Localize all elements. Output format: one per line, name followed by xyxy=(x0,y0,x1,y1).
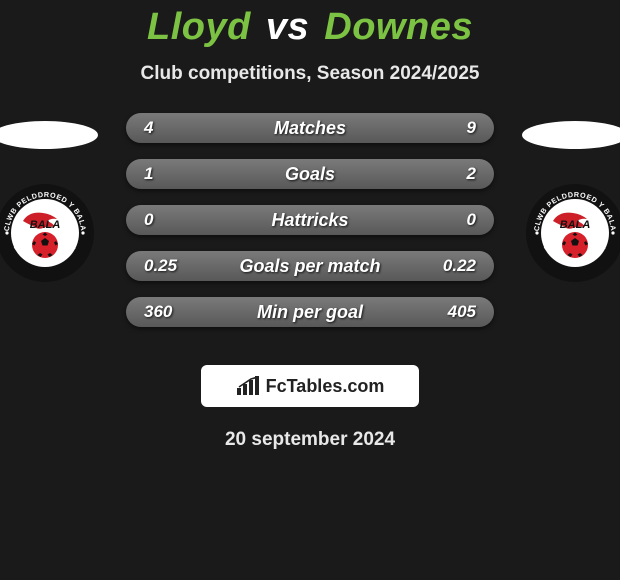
stat-row-goals: 1 Goals 2 xyxy=(126,159,494,189)
vs-label: vs xyxy=(266,6,309,48)
stat-row-min-per-goal: 360 Min per goal 405 xyxy=(126,297,494,327)
stat-left-value: 1 xyxy=(144,164,188,184)
stat-left-value: 4 xyxy=(144,118,188,138)
stat-left-value: 360 xyxy=(144,302,188,322)
competition-subtitle: Club competitions, Season 2024/2025 xyxy=(0,63,620,85)
stat-label: Goals xyxy=(285,164,335,185)
player-photo-placeholder-right xyxy=(522,121,620,149)
stat-right-value: 405 xyxy=(432,302,476,322)
bars-icon xyxy=(236,376,260,396)
stat-row-hattricks: 0 Hattricks 0 xyxy=(126,205,494,235)
badge-center-label: BALA xyxy=(560,219,591,231)
stat-right-value: 2 xyxy=(432,164,476,184)
stat-row-matches: 4 Matches 9 xyxy=(126,113,494,143)
right-column: CLWB PELDDROED Y BALA BALA TOWN F.C. xyxy=(500,113,620,283)
club-badge-left: CLWB PELDDROED Y BALA BALA TOWN F.C. xyxy=(0,183,95,283)
player-photo-placeholder-left xyxy=(0,121,98,149)
page-title: Lloyd vs Downes xyxy=(0,0,620,49)
stat-right-value: 0 xyxy=(432,210,476,230)
left-column: CLWB PELDDROED Y BALA BALA TOWN F.C. xyxy=(0,113,120,283)
stat-left-value: 0.25 xyxy=(144,256,188,276)
stats-column: 4 Matches 9 1 Goals 2 0 Hattricks 0 0.25… xyxy=(120,113,500,343)
main-row: CLWB PELDDROED Y BALA BALA TOWN F.C. xyxy=(0,113,620,343)
stat-left-value: 0 xyxy=(144,210,188,230)
club-badge-right: CLWB PELDDROED Y BALA BALA TOWN F.C. xyxy=(525,183,620,283)
fctables-label: FcTables.com xyxy=(266,376,385,397)
stat-label: Matches xyxy=(274,118,346,139)
stat-right-value: 9 xyxy=(432,118,476,138)
stat-label: Hattricks xyxy=(271,210,348,231)
stat-label: Min per goal xyxy=(257,302,363,323)
stat-right-value: 0.22 xyxy=(432,256,476,276)
stat-row-goals-per-match: 0.25 Goals per match 0.22 xyxy=(126,251,494,281)
fctables-watermark: FcTables.com xyxy=(201,365,419,407)
badge-center-label: BALA xyxy=(30,219,61,231)
player-name-left: Lloyd xyxy=(147,6,251,48)
player-name-right: Downes xyxy=(324,6,473,48)
stat-label: Goals per match xyxy=(239,256,380,277)
date-label: 20 september 2024 xyxy=(0,429,620,451)
comparison-card: Lloyd vs Downes Club competitions, Seaso… xyxy=(0,0,620,580)
